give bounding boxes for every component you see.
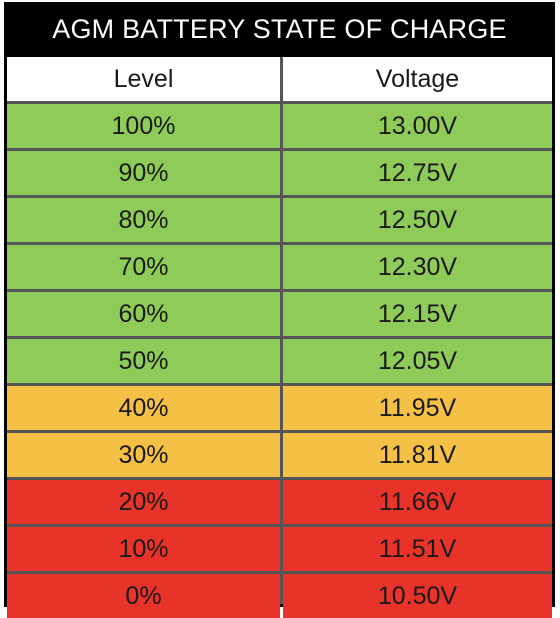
level-cell: 50% (7, 339, 280, 383)
voltage-cell: 10.50V (283, 574, 552, 618)
voltage-cell: 13.00V (283, 104, 552, 148)
voltage-cell: 12.05V (283, 339, 552, 383)
column-header-level: Level (7, 57, 280, 101)
voltage-cell: 12.30V (283, 245, 552, 289)
voltage-cell: 11.51V (283, 527, 552, 571)
level-cell: 90% (7, 151, 280, 195)
table-grid: Level Voltage 100% 13.00V 90% 12.75V 80% 12.5… (7, 57, 552, 618)
battery-charge-table: AGM BATTERY STATE OF CHARGE Level Voltag… (4, 2, 555, 618)
level-cell: 40% (7, 386, 280, 430)
level-cell: 20% (7, 480, 280, 524)
level-cell: 10% (7, 527, 280, 571)
level-cell: 60% (7, 292, 280, 336)
level-cell: 30% (7, 433, 280, 477)
voltage-cell: 12.50V (283, 198, 552, 242)
column-header-voltage: Voltage (283, 57, 552, 101)
voltage-cell: 11.81V (283, 433, 552, 477)
level-cell: 100% (7, 104, 280, 148)
level-cell: 80% (7, 198, 280, 242)
level-cell: 70% (7, 245, 280, 289)
voltage-cell: 11.95V (283, 386, 552, 430)
voltage-cell: 11.66V (283, 480, 552, 524)
voltage-cell: 12.75V (283, 151, 552, 195)
level-cell: 0% (7, 574, 280, 618)
table-title: AGM BATTERY STATE OF CHARGE (4, 2, 555, 56)
voltage-cell: 12.15V (283, 292, 552, 336)
